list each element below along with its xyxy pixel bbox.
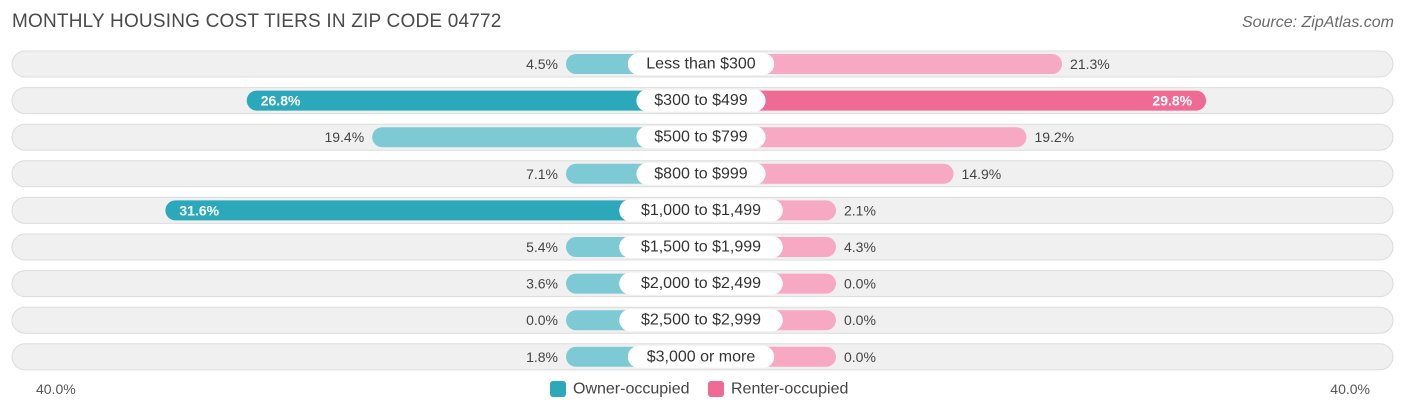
renter-value-label: 0.0% xyxy=(844,276,876,292)
owner-value-label: 1.8% xyxy=(526,349,558,365)
category-label: $2,500 to $2,999 xyxy=(641,312,761,329)
category-pill xyxy=(619,309,783,332)
category-pill xyxy=(619,199,783,222)
renter-bar xyxy=(701,127,1027,148)
chart-source: Source: ZipAtlas.com xyxy=(1241,14,1394,31)
renter-bar xyxy=(701,90,1207,111)
category-label: $2,000 to $2,499 xyxy=(641,275,761,292)
owner-bar xyxy=(246,90,702,111)
chart-title: MONTHLY HOUSING COST TIERS IN ZIP CODE 0… xyxy=(12,11,502,32)
renter-value-label: 19.2% xyxy=(1034,129,1074,145)
axis-label-left: 40.0% xyxy=(36,381,76,397)
axis-label-right: 40.0% xyxy=(1330,381,1370,397)
owner-value-label: 7.1% xyxy=(526,166,558,182)
renter-bar xyxy=(701,54,1063,74)
owner-bar xyxy=(372,127,701,148)
category-pill xyxy=(636,126,766,149)
category-label: $1,000 to $1,499 xyxy=(641,202,761,219)
category-pill xyxy=(627,53,775,75)
category-pill xyxy=(619,236,783,258)
legend-label-renter: Renter-occupied xyxy=(731,381,848,398)
legend-swatch-renter xyxy=(708,381,724,397)
owner-value-label: 19.4% xyxy=(324,129,364,145)
owner-value-label: 3.6% xyxy=(526,276,558,292)
category-label: Less than $300 xyxy=(646,56,756,73)
owner-value-label: 5.4% xyxy=(526,239,558,255)
owner-value-label: 26.8% xyxy=(261,93,301,109)
category-label: $500 to $799 xyxy=(654,129,748,146)
category-label: $800 to $999 xyxy=(654,165,748,182)
category-label: $1,500 to $1,999 xyxy=(641,239,761,256)
owner-bar xyxy=(165,200,701,221)
owner-value-label: 4.5% xyxy=(526,56,558,72)
renter-value-label: 0.0% xyxy=(844,312,876,328)
legend-label-owner: Owner-occupied xyxy=(573,381,690,398)
owner-value-label: 31.6% xyxy=(179,202,219,218)
legend-swatch-owner xyxy=(550,381,566,397)
renter-value-label: 21.3% xyxy=(1070,56,1110,72)
renter-value-label: 4.3% xyxy=(844,239,876,255)
category-pill xyxy=(619,272,783,295)
category-pill xyxy=(627,345,775,368)
owner-value-label: 0.0% xyxy=(526,312,558,328)
category-pill xyxy=(636,89,766,112)
renter-value-label: 29.8% xyxy=(1152,93,1192,109)
renter-value-label: 0.0% xyxy=(844,349,876,365)
renter-value-label: 14.9% xyxy=(962,166,1002,182)
category-pill xyxy=(636,162,766,185)
category-label: $3,000 or more xyxy=(647,348,756,365)
renter-value-label: 2.1% xyxy=(844,202,876,218)
category-label: $300 to $499 xyxy=(654,92,748,109)
